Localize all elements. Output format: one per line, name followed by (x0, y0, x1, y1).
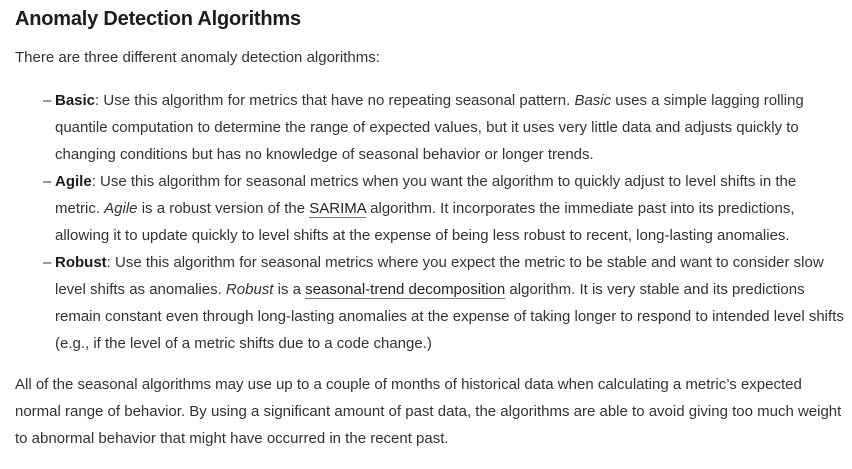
outro-paragraph: All of the seasonal algorithms may use u… (15, 376, 842, 447)
section-heading: Anomaly Detection Algorithms (15, 8, 301, 30)
algorithm-name-robust: Robust (55, 254, 107, 271)
algorithm-name-basic: Basic (55, 92, 96, 109)
algorithm-text: algorithm. It is very stable and its pre… (55, 281, 844, 352)
algorithm-text: uses a simple lagging rolling quantile c… (55, 92, 804, 163)
algorithm-text: algorithm. It incorporates the immediate… (55, 200, 795, 244)
list-bullet: – (43, 173, 52, 190)
seasonal-trend-decomposition-link[interactable]: seasonal-trend decomposition (305, 281, 506, 299)
list-item-agile: – Agile: Use this algorithm for seasonal… (15, 168, 845, 249)
list-bullet: – (43, 92, 52, 109)
list-bullet: – (43, 254, 52, 271)
intro-paragraph: There are three different anomaly detect… (15, 49, 380, 66)
algorithm-text: is a robust version of the (137, 200, 310, 217)
algorithm-italic-name: Basic (574, 92, 612, 109)
algorithm-italic-name: Robust (225, 281, 274, 298)
algorithm-text: : Use this algorithm for seasonal metric… (55, 254, 824, 298)
algorithm-text: : Use this algorithm for metrics that ha… (95, 92, 575, 109)
algorithm-text: : Use this algorithm for seasonal metric… (55, 173, 797, 217)
algorithm-text: is a (273, 281, 306, 298)
document-body: Anomaly Detection Algorithms There are t… (15, 0, 845, 452)
list-item-basic: – Basic: Use this algorithm for metrics … (15, 87, 845, 168)
list-item-robust: – Robust: Use this algorithm for seasona… (15, 249, 845, 357)
algorithm-list: – Basic: Use this algorithm for metrics … (15, 87, 845, 357)
algorithm-italic-name: Agile (104, 200, 138, 217)
algorithm-name-agile: Agile (55, 173, 92, 190)
sarima-link[interactable]: SARIMA (309, 200, 366, 218)
